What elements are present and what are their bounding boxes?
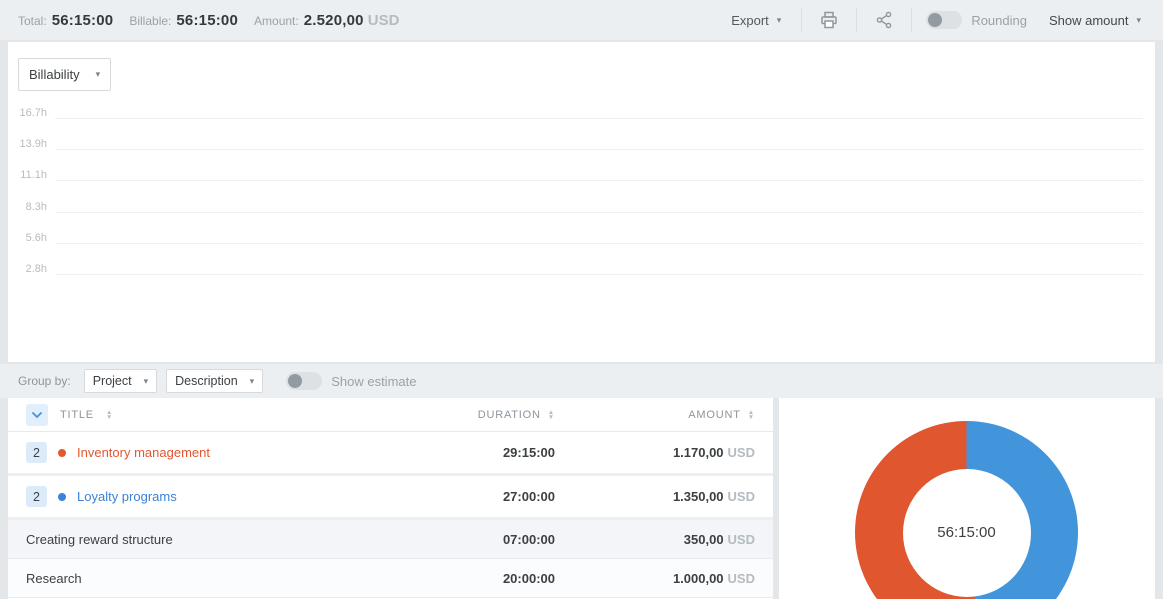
chevron-down-icon: ▾ [249, 375, 255, 386]
duration-value: 07:00:00 [502, 531, 555, 547]
table-row[interactable]: Creating reward structure 07:00:00 350,00 U… [8, 520, 773, 559]
table-body: 2 Inventory management 29:15:00 1.170,00 USD… [8, 432, 773, 598]
amount-label: Amount: [254, 13, 299, 28]
divider [773, 398, 779, 599]
chevron-down-icon [31, 411, 43, 418]
total-value: 56:15:00 [51, 11, 114, 29]
totals-group: Total: 56:15:00 Billable: 56:15:00 Amoun… [18, 12, 399, 29]
amount-currency: USD [727, 445, 755, 460]
duration-value: 27:00:00 [502, 489, 555, 504]
gridline [55, 243, 1143, 244]
sort-icon[interactable]: ▲ ▼ [547, 408, 555, 421]
toggle-knob [288, 374, 303, 388]
report-actions: Export ▾ Rounding Show amount ▾ [725, 7, 1147, 33]
table-row[interactable]: Research 20:00:00 1.000,00 USD [8, 559, 773, 598]
gridline [55, 180, 1143, 181]
bar-plot: 2.8h 5.6h 8.3h 11.1h 13.9h 16.7h [19, 107, 1143, 306]
chevron-down-icon: ▾ [1136, 14, 1141, 25]
amount-value: 1.350,00 [672, 489, 724, 504]
collapse-all-button[interactable] [26, 403, 48, 426]
toggle-knob [928, 13, 943, 27]
entry-count-badge[interactable]: 2 [26, 486, 47, 507]
amount-value: 350,00 [683, 531, 724, 547]
duration-value: 29:15:00 [502, 445, 555, 460]
entry-count-badge[interactable]: 2 [26, 442, 47, 463]
gridline [55, 212, 1143, 213]
chevron-down-icon: ▾ [143, 375, 149, 386]
project-title-link[interactable]: Loyalty programs [77, 489, 177, 504]
share-icon [877, 11, 892, 29]
duration-value: 20:00:00 [502, 570, 555, 586]
rounding-label: Rounding [971, 12, 1027, 28]
chevron-down-icon: ▾ [776, 14, 782, 25]
divider [801, 8, 803, 32]
show-estimate-toggle[interactable] [286, 372, 323, 390]
description-title: Creating reward structure [26, 531, 173, 547]
y-axis-label: 11.1h [20, 169, 47, 181]
table-row[interactable]: 2 Inventory management 29:15:00 1.170,00 USD [8, 432, 773, 476]
billability-filter-dropdown[interactable]: Billability ▾ [18, 58, 112, 91]
group-by-label: Group by: [18, 374, 71, 388]
amount-currency: USD [727, 489, 755, 504]
y-axis-label: 5.6h [25, 232, 47, 244]
y-axis-label: 13.9h [19, 138, 47, 150]
divider [911, 8, 913, 32]
show-estimate-label: Show estimate [331, 373, 417, 389]
column-duration[interactable]: DURATION [477, 408, 541, 421]
donut-chart-panel: 56:15:00 [779, 398, 1155, 599]
sort-icon[interactable]: ▲ ▼ [747, 408, 755, 421]
chevron-down-icon: ▾ [95, 69, 101, 79]
export-button[interactable]: Export ▾ [731, 12, 782, 28]
group-by-project-select[interactable]: Project ▾ [83, 369, 158, 393]
sort-icon[interactable]: ▲ ▼ [105, 408, 114, 421]
amount-currency: USD [727, 531, 755, 547]
show-amount-dropdown[interactable]: Show amount ▾ [1048, 12, 1141, 28]
report-summary-bar: Total: 56:15:00 Billable: 56:15:00 Amoun… [0, 0, 1163, 40]
rounding-toggle[interactable] [926, 11, 963, 29]
amount-value: 1.170,00 [672, 445, 724, 460]
y-axis-label: 2.8h [25, 263, 47, 275]
total-label: Total: [18, 13, 47, 28]
amount-currency: USD [367, 11, 400, 29]
donut-total: 56:15:00 [902, 468, 1031, 597]
description-title: Research [26, 570, 82, 586]
table-header: TITLE ▲ ▼ DURATION ▲ ▼ AMOUNT ▲ ▼ [8, 398, 773, 432]
billable-label: Billable: [129, 13, 172, 28]
report-detail-section: TITLE ▲ ▼ DURATION ▲ ▼ AMOUNT ▲ ▼ 2 Inventor… [0, 398, 1163, 599]
project-color-dot [58, 448, 66, 457]
amount-currency: USD [727, 570, 755, 586]
gridline [55, 274, 1143, 275]
project-title-link[interactable]: Inventory management [77, 445, 210, 460]
bar-chart-panel: Billability ▾ 2.8h 5.6h 8.3h 11.1h 13.9h 16.7h [8, 42, 1155, 362]
y-axis-label: 8.3h [25, 201, 47, 213]
report-table: TITLE ▲ ▼ DURATION ▲ ▼ AMOUNT ▲ ▼ 2 Inventor… [8, 398, 773, 599]
project-color-dot [58, 492, 66, 501]
billable-value: 56:15:00 [176, 11, 239, 29]
gridline [55, 149, 1143, 150]
amount-value: 1.000,00 [672, 570, 724, 586]
table-row[interactable]: 2 Loyalty programs 27:00:00 1.350,00 USD [8, 476, 773, 520]
group-by-description-select[interactable]: Description ▾ [166, 369, 264, 393]
group-by-toolbar: Group by: Project ▾ Description ▾ Show est… [0, 364, 1163, 398]
y-axis-label: 16.7h [19, 107, 47, 119]
print-button[interactable] [816, 7, 842, 33]
column-amount[interactable]: AMOUNT [688, 408, 741, 421]
column-title[interactable]: TITLE [60, 408, 94, 421]
divider [856, 8, 858, 32]
gridline [55, 118, 1143, 119]
donut-chart[interactable]: 56:15:00 [855, 421, 1078, 599]
amount-value: 2.520,00 [303, 11, 364, 29]
share-button[interactable] [871, 7, 897, 33]
printer-icon [821, 11, 838, 29]
